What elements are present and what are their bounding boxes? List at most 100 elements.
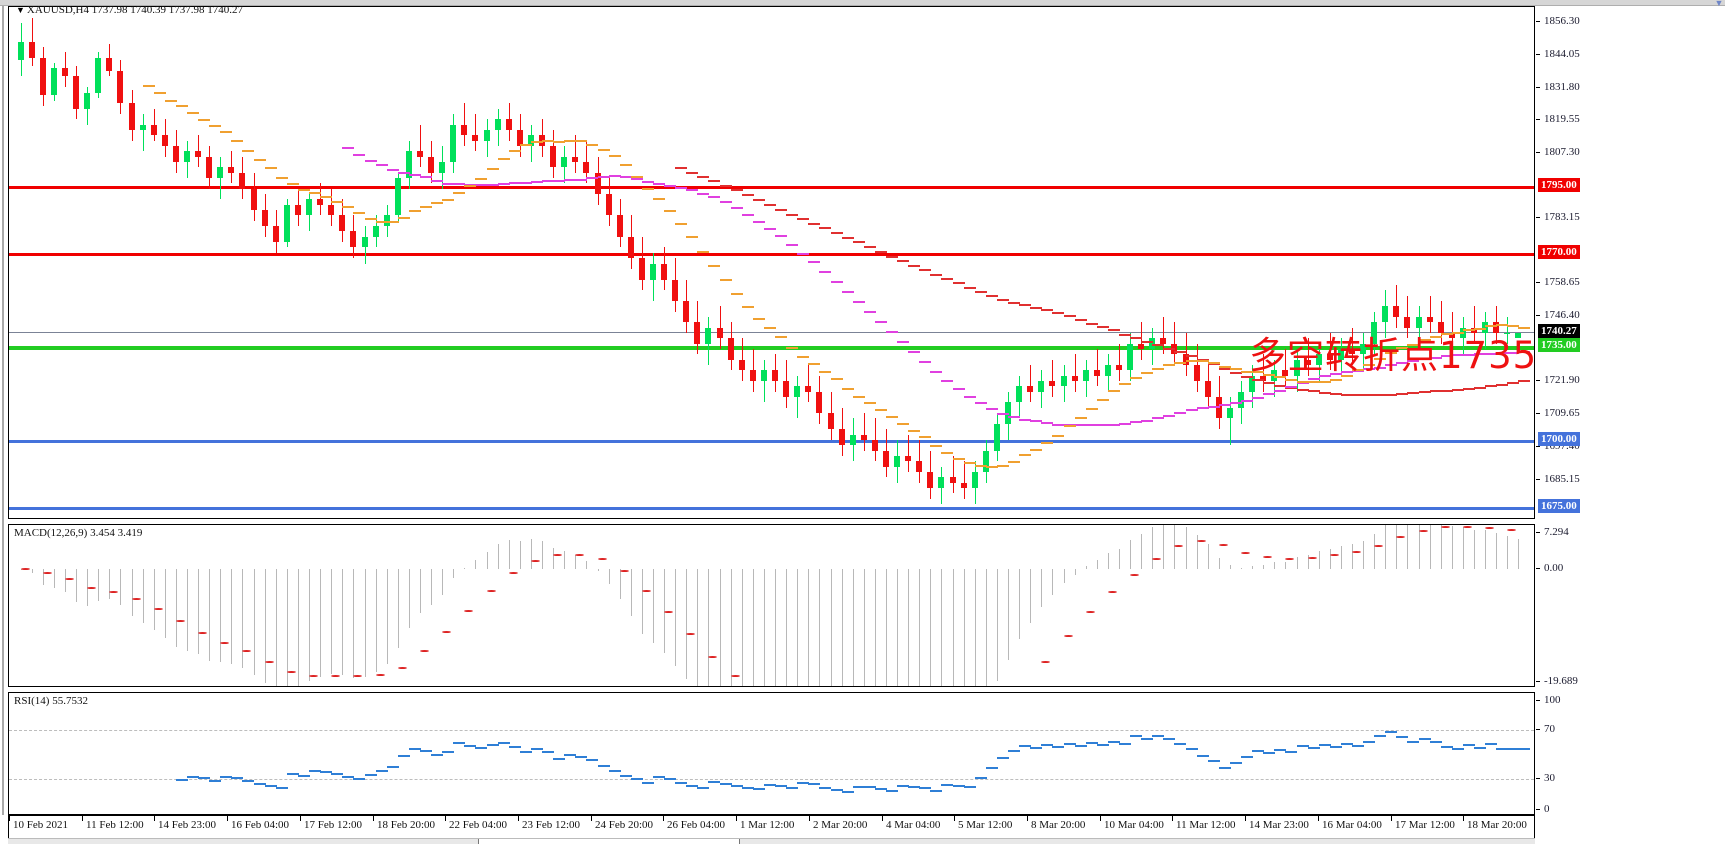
rsi-line-point: [409, 747, 421, 750]
rsi-line-point: [231, 777, 243, 780]
candle-body: [1349, 349, 1355, 355]
candle-wick: [1075, 354, 1076, 392]
candle-wick: [1285, 349, 1286, 387]
scrollbar-thumb[interactable]: [478, 839, 740, 844]
rsi-line-point: [376, 770, 388, 773]
macd-histogram-bar: [376, 569, 377, 672]
macd-histogram-bar: [819, 569, 820, 686]
resistance-1795-badge[interactable]: 1795.00: [1538, 178, 1580, 193]
rsi-panel[interactable]: [8, 692, 1535, 815]
ma-long-segment: [697, 176, 709, 179]
macd-histogram-bar: [1518, 538, 1519, 570]
candle-body: [217, 167, 223, 178]
ma-mid-segment: [720, 200, 732, 203]
ma-mid-segment: [1163, 414, 1175, 417]
macd-histogram-bar: [631, 569, 632, 616]
candle-body: [84, 92, 90, 109]
ma-short-segment: [953, 457, 965, 460]
macd-histogram-bar: [853, 569, 854, 686]
current-price-badge[interactable]: 1740.27: [1538, 324, 1580, 339]
macd-histogram-bar: [1374, 533, 1375, 570]
price-line-1735-00[interactable]: [9, 346, 1534, 351]
macd-histogram-bar: [586, 561, 587, 570]
resistance-1770-badge[interactable]: 1770.00: [1538, 244, 1580, 259]
price-line-1770-00[interactable]: [9, 252, 1534, 256]
ma-short-segment: [376, 220, 388, 223]
left-scroll-gutter[interactable]: [0, 6, 7, 815]
candle-body: [1149, 338, 1155, 349]
candle-body: [961, 482, 967, 488]
ma-long-segment: [1064, 315, 1076, 318]
horizontal-scrollbar[interactable]: [8, 838, 1535, 844]
price-line-1795-00[interactable]: [9, 186, 1534, 190]
price-line-1740-27[interactable]: [9, 332, 1534, 334]
ma-mid-segment: [919, 361, 931, 364]
macd-histogram-bar: [1330, 549, 1331, 570]
candle-body: [29, 41, 35, 58]
price-panel[interactable]: [8, 6, 1535, 519]
candle-body: [783, 381, 789, 398]
ma-short-segment: [509, 150, 521, 153]
price-axis[interactable]: 1856.30 1844.05 1831.80 1819.55 1807.30 1783.…: [1536, 6, 1725, 519]
macd-histogram-bar: [731, 569, 732, 686]
macd-histogram-bar: [209, 569, 210, 661]
macd-signal-point: [220, 642, 229, 645]
ma-short-segment: [975, 464, 987, 467]
candle-wick: [420, 124, 421, 168]
ma-mid-segment: [1419, 358, 1431, 361]
price-line-1700-00[interactable]: [9, 439, 1534, 443]
macd-histogram-bar: [165, 569, 166, 638]
candle-body: [550, 145, 556, 168]
candle-body: [1094, 370, 1100, 376]
ma-short-segment: [342, 205, 354, 208]
time-tick-mark: [663, 816, 664, 821]
ma-long-segment: [708, 180, 720, 183]
ma-short-segment: [697, 251, 709, 254]
ma-short-segment: [1219, 365, 1231, 368]
macd-histogram-bar: [1319, 551, 1320, 570]
candle-body: [306, 199, 312, 216]
macd-histogram-bar: [708, 569, 709, 686]
ma-mid-segment: [675, 186, 687, 189]
macd-signal-point: [1507, 529, 1516, 532]
ma-short-segment: [498, 158, 510, 161]
ma-long-segment: [1341, 393, 1353, 396]
pivot-1735-badge[interactable]: 1735.00: [1538, 338, 1580, 353]
candle-body: [994, 423, 1000, 451]
ma-long-segment: [1319, 391, 1331, 394]
chart-caret-icon[interactable]: ▼: [16, 5, 25, 15]
ma-mid-segment: [564, 179, 576, 182]
candle-body: [750, 370, 756, 382]
rsi-line-point: [331, 772, 343, 775]
candle-body: [373, 226, 379, 237]
price-line-1675-00[interactable]: [9, 506, 1534, 510]
macd-histogram-bar: [298, 569, 299, 686]
ma-mid-segment: [941, 379, 953, 382]
macd-panel[interactable]: [8, 524, 1535, 687]
ma-mid-segment: [1119, 422, 1131, 425]
rsi-line-point: [1308, 747, 1320, 750]
macd-histogram-bar: [1463, 526, 1464, 570]
rsi-line-point: [1352, 745, 1364, 748]
time-axis[interactable]: 10 Feb 2021 11 Feb 12:00 14 Feb 23:00 16 Fe…: [8, 815, 1535, 841]
candle-body: [206, 156, 212, 178]
ma-mid-segment: [1108, 423, 1120, 426]
ma-short-segment: [853, 395, 865, 398]
rsi-line-point: [1463, 744, 1475, 747]
macd-histogram-bar: [742, 569, 743, 686]
collapse-caret-icon[interactable]: ▼: [1714, 0, 1724, 8]
ma-mid-segment: [1030, 420, 1042, 423]
rsi-level-70: [9, 729, 1534, 731]
macd-signal-point: [1463, 525, 1472, 528]
ma-short-segment: [1297, 380, 1309, 383]
macd-signal-point: [1330, 554, 1339, 557]
ma-mid-segment: [387, 168, 399, 171]
candle-body: [328, 204, 334, 216]
support-1700-badge[interactable]: 1700.00: [1538, 431, 1580, 446]
macd-signal-point: [65, 578, 74, 581]
macd-histogram-bar: [1086, 565, 1087, 570]
ma-long-segment: [886, 255, 898, 258]
support-1675-badge[interactable]: 1675.00: [1538, 498, 1580, 513]
macd-histogram-bar: [1341, 545, 1342, 570]
macd-histogram-bar: [1430, 525, 1431, 570]
